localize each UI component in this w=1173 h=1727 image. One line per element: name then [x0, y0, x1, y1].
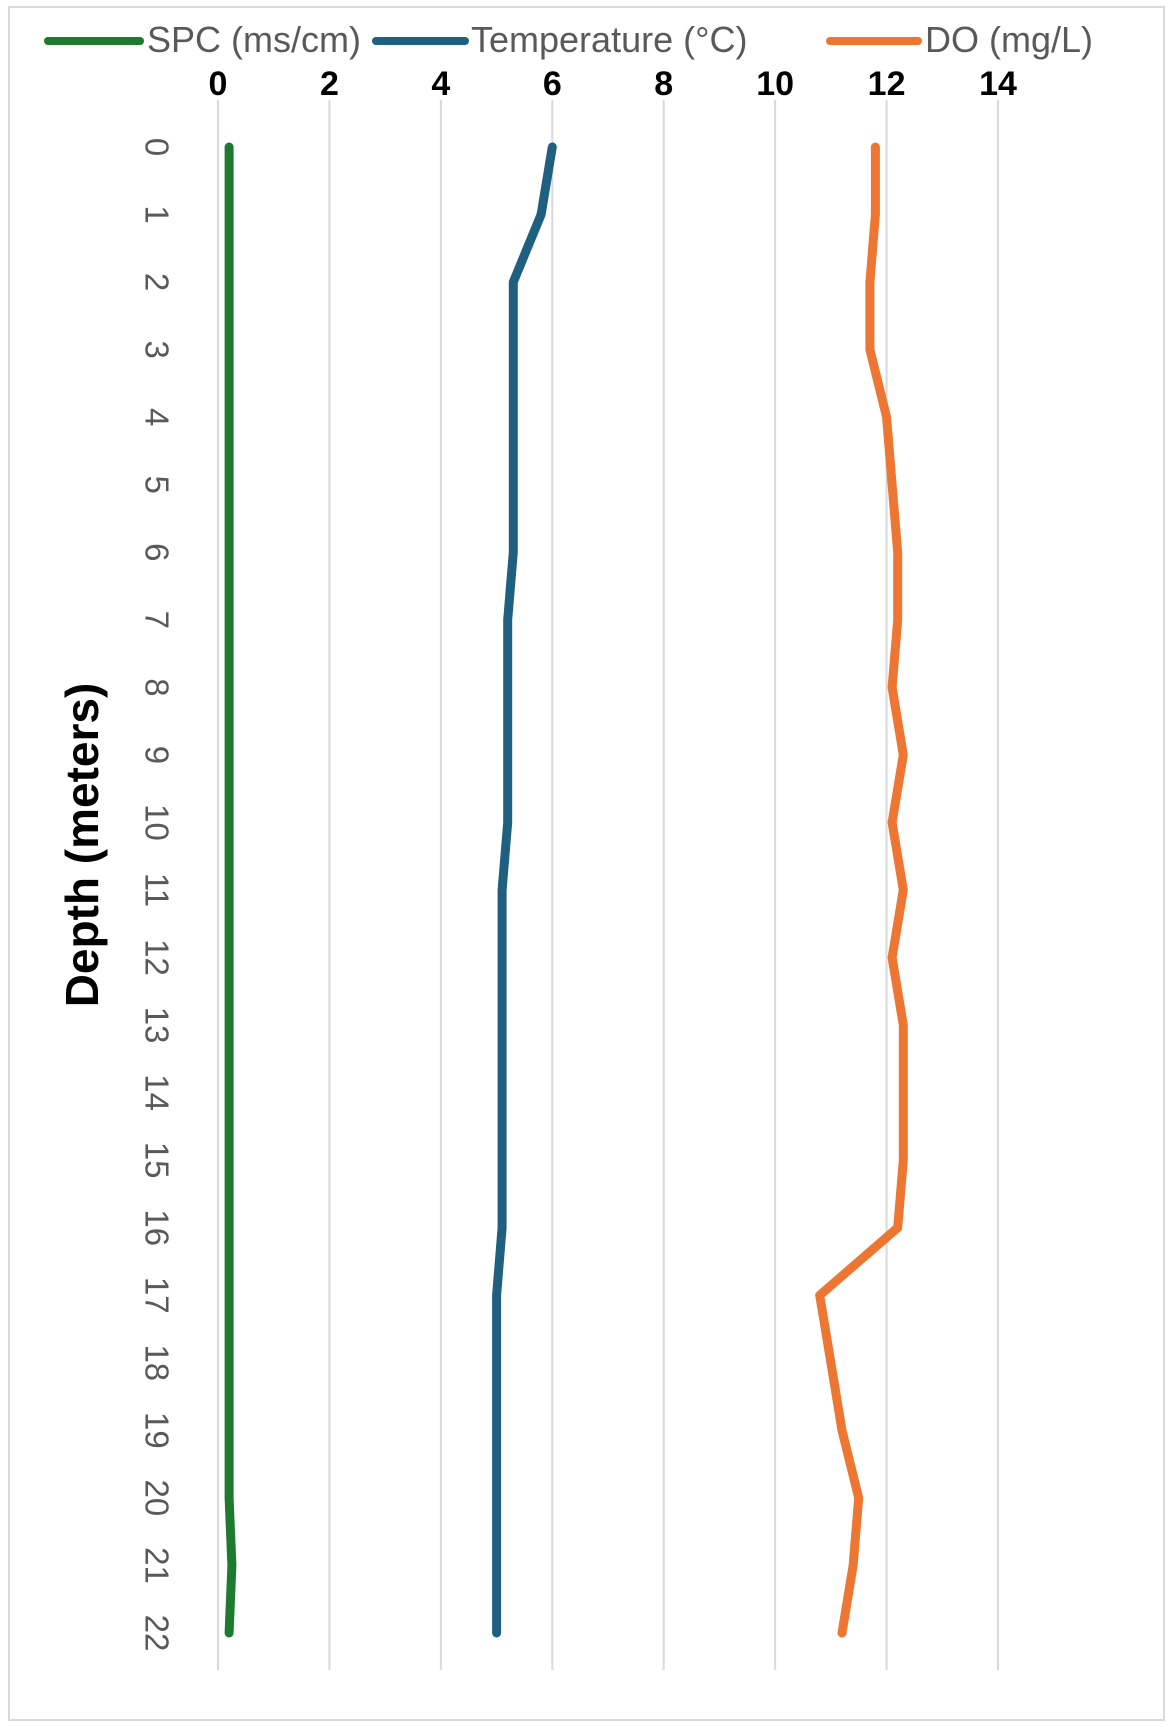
series-line-temperature [492, 142, 557, 1638]
x-tick-label: 14 [979, 65, 1017, 103]
y-tick-label: 13 [138, 1007, 175, 1044]
y-tick-label: 14 [138, 1074, 175, 1111]
legend: SPC (ms/cm) Temperature (°C) DO (mg/L) [44, 19, 1093, 60]
chart-frame [8, 6, 1165, 1721]
y-tick-label: 19 [138, 1412, 175, 1449]
x-tick-label: 0 [209, 65, 228, 103]
y-tick-label: 3 [138, 340, 175, 358]
x-tick-label: 6 [543, 65, 562, 103]
y-tick-label: 4 [138, 408, 175, 426]
x-tick-label: 10 [756, 65, 794, 103]
y-tick-label: 17 [138, 1277, 175, 1314]
legend-label: Temperature (°C) [471, 19, 747, 60]
y-tick-label: 22 [138, 1615, 175, 1652]
y-tick-label: 9 [138, 746, 175, 764]
y-tick-label: 1 [138, 205, 175, 223]
x-tick-label: 2 [320, 65, 339, 103]
y-tick-label: 8 [138, 678, 175, 696]
y-tick-label: 11 [138, 873, 175, 907]
y-tick-label: 0 [138, 138, 175, 156]
y-tick-label: 10 [138, 804, 175, 841]
series-line-spc [224, 142, 237, 1638]
x-tick-label: 8 [654, 65, 673, 103]
y-tick-label: 20 [138, 1480, 175, 1517]
series-lines [224, 142, 908, 1638]
x-axis-ticks: 0 2 4 6 8 10 12 14 [209, 65, 1017, 103]
series-line-do [815, 142, 908, 1638]
grid-lines [217, 100, 999, 1670]
y-tick-label: 16 [138, 1209, 175, 1246]
y-tick-label: 5 [138, 476, 175, 494]
y-tick-label: 15 [138, 1142, 175, 1179]
legend-label: SPC (ms/cm) [147, 19, 361, 60]
y-tick-label: 21 [138, 1547, 175, 1584]
y-tick-label: 18 [138, 1344, 175, 1381]
y-tick-label: 12 [138, 939, 175, 976]
y-tick-label: 6 [138, 543, 175, 561]
y-tick-label: 2 [138, 273, 175, 291]
legend-label: DO (mg/L) [925, 19, 1093, 60]
x-tick-label: 4 [431, 65, 450, 103]
x-tick-label: 12 [868, 65, 906, 103]
y-tick-label: 7 [138, 611, 175, 629]
y-axis-label: Depth (meters) [56, 683, 108, 1008]
